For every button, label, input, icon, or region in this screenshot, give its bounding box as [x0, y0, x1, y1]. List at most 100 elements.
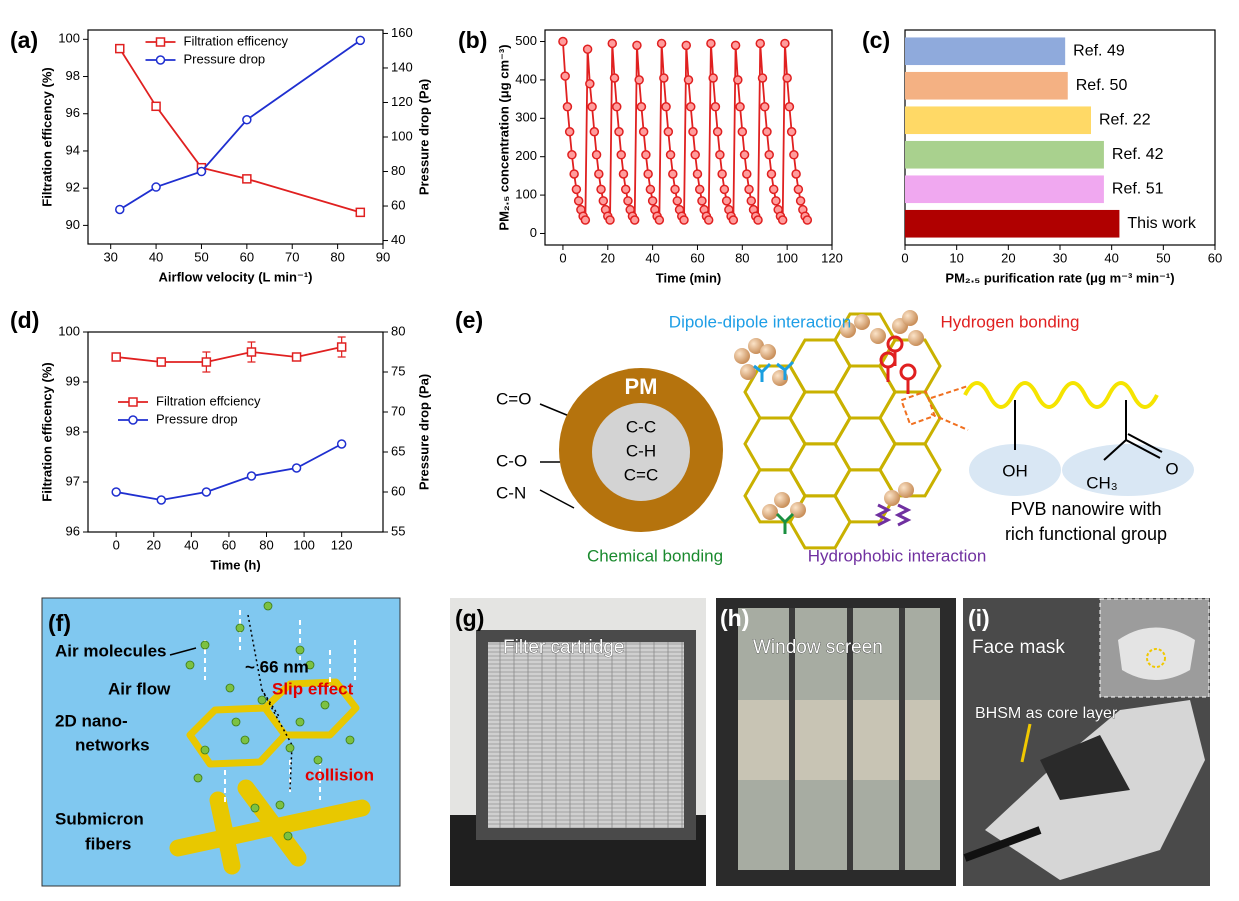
sphere: [884, 490, 900, 506]
air-molecule: [295, 717, 305, 727]
marker-circle: [196, 166, 207, 177]
marker-circle: [793, 184, 804, 195]
photo-caption: Filter cartridge: [503, 637, 624, 658]
y2-tick-label: 160: [391, 25, 413, 40]
marker-circle: [679, 215, 689, 225]
dipole-label: Dipole-dipole interaction: [669, 312, 851, 331]
bar: [905, 71, 1068, 100]
zoom-line: [930, 385, 969, 431]
sphere: [870, 328, 886, 344]
photo-h: (h) Window screen: [716, 598, 956, 886]
marker-circle: [201, 487, 212, 497]
marker-circle: [759, 102, 770, 112]
sphere: [748, 338, 764, 354]
y-tick-label: 92: [66, 180, 80, 195]
air-molecule: [225, 683, 235, 693]
marker-circle: [629, 215, 640, 225]
bar-label: Ref. 22: [1099, 111, 1151, 128]
marker-circle: [156, 495, 167, 505]
marker-circle: [766, 169, 777, 179]
panel-label: (e): [455, 307, 483, 333]
marker-circle: [643, 169, 653, 179]
marker-circle: [681, 40, 692, 51]
air-molecule: [231, 717, 241, 727]
marker-circle: [688, 126, 698, 137]
marker-circle: [128, 415, 138, 425]
panel-label: (a): [10, 27, 38, 53]
marker-circle: [730, 40, 741, 51]
hbond-symbol: [899, 363, 917, 381]
marker-circle: [111, 487, 121, 497]
air-molecule: [193, 773, 203, 783]
marker-circle: [690, 150, 700, 160]
pvb-chain: [963, 381, 1159, 409]
y-tick-label: 100: [58, 31, 80, 46]
marker-circle: [246, 471, 257, 481]
x-tick-label: 60: [222, 537, 236, 552]
y2-tick-label: 70: [391, 403, 405, 418]
marker-circle: [564, 126, 575, 137]
panel-label: (b): [458, 27, 487, 53]
nanonetwork: [186, 678, 360, 768]
trajectory: [247, 614, 293, 791]
sphere: [908, 330, 924, 346]
marker-circle: [571, 184, 582, 195]
marker-square: [355, 207, 366, 218]
marker-circle: [683, 75, 694, 85]
marker-circle: [668, 169, 678, 179]
air-flow-label: Air flow: [108, 679, 171, 698]
sphere: [902, 310, 918, 326]
hexagon: [878, 442, 942, 498]
marker-circle: [242, 114, 252, 125]
marker-circle: [638, 126, 649, 137]
x-tick-label: 60: [690, 250, 704, 265]
x-tick-label: 0: [901, 250, 908, 265]
y-tick-label: 97: [66, 473, 80, 488]
x-tick-label: 80: [330, 249, 344, 264]
plot-frame: [87, 331, 384, 533]
y2-tick-label: 120: [391, 94, 413, 109]
size-label: ~ 66 nm: [245, 657, 309, 676]
marker-circle: [706, 38, 716, 49]
marker-circle: [733, 75, 743, 85]
marker-circle: [672, 196, 683, 206]
marker-square: [336, 342, 347, 352]
ch3-label: CH₃: [1086, 473, 1117, 492]
marker-circle: [703, 215, 714, 225]
air-molecules: [185, 601, 355, 841]
y-tick-label: 300: [515, 110, 537, 125]
diagram-f: (f) Air molecules ~ 66 nm Slip effect Ai…: [41, 597, 401, 887]
sphere: [760, 344, 776, 360]
network-label: networks: [75, 735, 150, 754]
air-molecule: [200, 640, 210, 650]
marker-circle: [151, 182, 161, 192]
marker-circle: [582, 44, 593, 54]
marker-circle: [647, 196, 658, 206]
marker-circle: [737, 126, 748, 137]
y-tick-label: 400: [515, 71, 537, 86]
marker-circle: [632, 40, 642, 51]
y2-axis-label: Pressure drop (Pa): [416, 374, 431, 490]
marker-circle: [585, 79, 595, 89]
fiber-label: fibers: [85, 834, 131, 853]
marker-square: [246, 347, 257, 357]
marker-circle: [634, 75, 644, 85]
air-molecule: [200, 745, 210, 755]
marker-square: [151, 101, 161, 112]
connector: [539, 489, 575, 509]
marker-circle: [609, 73, 620, 83]
sphere: [898, 482, 914, 498]
bar-label: Ref. 51: [1112, 180, 1164, 197]
marker-square: [242, 174, 252, 184]
pointer-arrow: [169, 647, 197, 656]
y2-axis-label: Pressure drop (Pa): [416, 79, 431, 195]
marker-circle: [735, 102, 745, 112]
plot-frame: [544, 29, 833, 246]
x-tick-label: 60: [240, 249, 254, 264]
legend-label: Filtration effciency: [156, 393, 261, 408]
marker-circle: [708, 73, 718, 83]
marker-circle: [755, 38, 765, 49]
marker-circle: [591, 150, 602, 160]
bar: [905, 37, 1066, 66]
